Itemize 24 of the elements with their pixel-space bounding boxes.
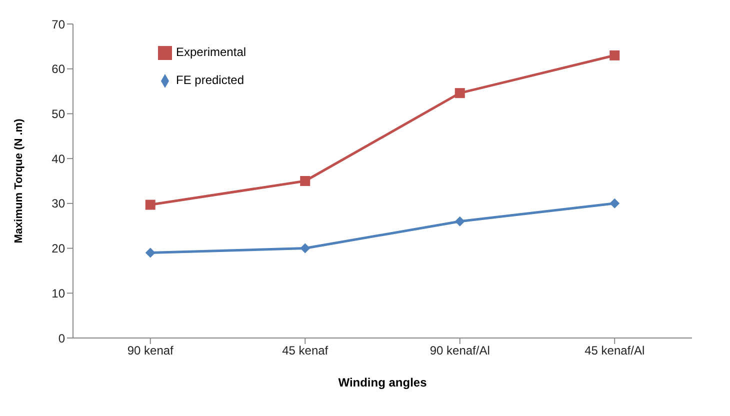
y-tick-label: 30	[52, 196, 66, 211]
x-tick-label: 90 kenaf	[127, 344, 174, 358]
y-tick-label: 0	[58, 331, 66, 346]
x-axis-title: Winding angles	[338, 376, 428, 390]
y-tick-label: 70	[52, 17, 66, 32]
legend-label: Experimental	[176, 45, 246, 59]
point	[454, 88, 465, 98]
point	[610, 50, 620, 60]
y-tick-label: 40	[52, 152, 66, 166]
y-tick-label: 60	[52, 62, 66, 76]
x-tick-label: 45 kenaf/Al	[584, 344, 645, 358]
point	[454, 216, 465, 226]
x-tick-label: 90 kenaf/Al	[430, 344, 490, 358]
point	[145, 200, 156, 210]
point	[610, 198, 620, 208]
x-tick-label: 45 kenaf	[282, 344, 329, 358]
y-axis-title: Maximum Torque (N .m)	[12, 118, 25, 244]
point	[300, 243, 310, 254]
y-tick-label: 20	[52, 242, 66, 256]
y-tick-label: 10	[52, 286, 66, 300]
point	[300, 176, 310, 186]
point	[145, 248, 156, 258]
y-tick-label: 50	[52, 106, 66, 121]
legend-label: FE predicted	[176, 73, 244, 87]
